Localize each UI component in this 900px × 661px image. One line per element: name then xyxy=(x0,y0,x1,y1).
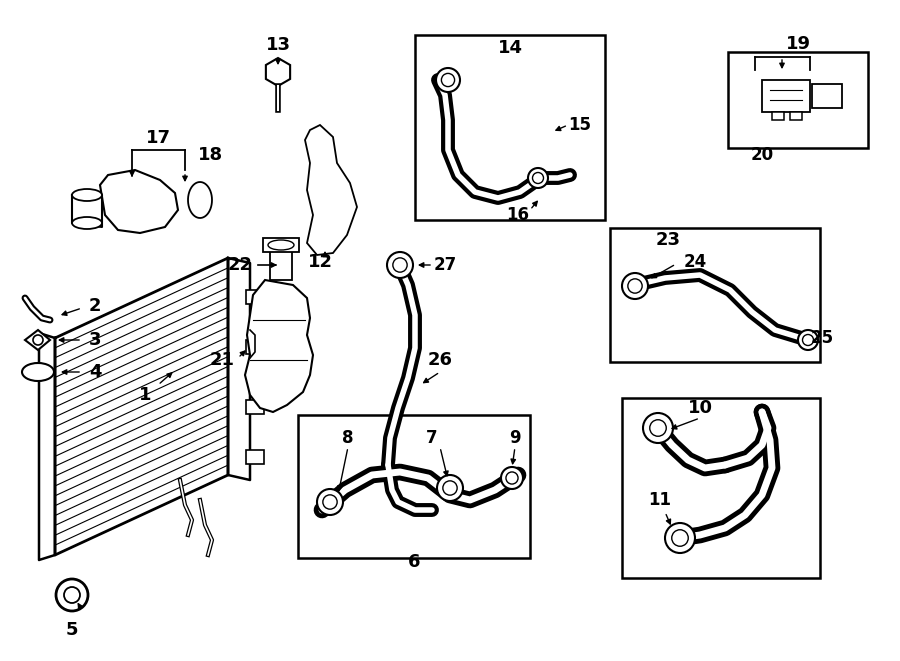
Circle shape xyxy=(622,273,648,299)
Bar xyxy=(246,340,264,354)
Circle shape xyxy=(671,529,688,546)
Circle shape xyxy=(441,73,454,87)
Circle shape xyxy=(628,279,643,293)
Circle shape xyxy=(64,587,80,603)
Text: 2: 2 xyxy=(89,297,101,315)
Bar xyxy=(790,112,802,120)
Polygon shape xyxy=(188,182,212,218)
Circle shape xyxy=(643,413,673,443)
Text: 16: 16 xyxy=(507,206,529,224)
Text: 10: 10 xyxy=(688,399,713,417)
Bar xyxy=(772,112,784,120)
Ellipse shape xyxy=(268,240,294,250)
Text: 9: 9 xyxy=(509,429,521,447)
Ellipse shape xyxy=(72,217,102,229)
Polygon shape xyxy=(100,170,178,233)
Circle shape xyxy=(501,467,523,489)
Circle shape xyxy=(56,579,88,611)
Circle shape xyxy=(392,258,407,272)
Ellipse shape xyxy=(22,363,54,381)
Polygon shape xyxy=(266,58,290,86)
Text: 4: 4 xyxy=(89,363,101,381)
Text: 6: 6 xyxy=(408,553,420,571)
Text: 12: 12 xyxy=(308,253,332,271)
Bar xyxy=(728,52,868,148)
Text: 21: 21 xyxy=(210,351,235,369)
Circle shape xyxy=(436,68,460,92)
Circle shape xyxy=(533,173,544,184)
Text: 23: 23 xyxy=(655,231,680,249)
Circle shape xyxy=(443,481,457,495)
Text: 24: 24 xyxy=(683,253,706,271)
Text: 11: 11 xyxy=(649,491,671,509)
Text: 22: 22 xyxy=(228,256,253,274)
Text: 5: 5 xyxy=(66,621,78,639)
Text: 26: 26 xyxy=(428,351,453,369)
Circle shape xyxy=(437,475,463,501)
Text: 20: 20 xyxy=(751,146,774,164)
Text: 27: 27 xyxy=(434,256,456,274)
Bar xyxy=(298,415,530,558)
Text: 7: 7 xyxy=(427,429,437,447)
Circle shape xyxy=(506,472,518,484)
Circle shape xyxy=(33,335,43,345)
Ellipse shape xyxy=(72,189,102,201)
Polygon shape xyxy=(39,333,55,560)
Circle shape xyxy=(798,330,818,350)
Bar xyxy=(246,400,264,414)
Polygon shape xyxy=(228,258,250,480)
Bar xyxy=(762,80,810,112)
Bar xyxy=(263,238,299,252)
Bar xyxy=(246,450,264,464)
Text: 1: 1 xyxy=(139,386,151,404)
Text: 19: 19 xyxy=(786,35,811,53)
Text: 15: 15 xyxy=(569,116,591,134)
Circle shape xyxy=(528,168,548,188)
Bar xyxy=(812,84,842,108)
Circle shape xyxy=(803,334,814,346)
Circle shape xyxy=(317,489,343,515)
Circle shape xyxy=(650,420,666,436)
Polygon shape xyxy=(72,195,102,227)
Text: 8: 8 xyxy=(342,429,354,447)
Text: 17: 17 xyxy=(146,129,170,147)
Circle shape xyxy=(665,523,695,553)
Text: 13: 13 xyxy=(266,36,291,54)
Bar xyxy=(622,398,820,578)
Polygon shape xyxy=(245,280,313,412)
Bar xyxy=(610,228,820,362)
Circle shape xyxy=(387,252,413,278)
Polygon shape xyxy=(305,125,357,255)
Text: 18: 18 xyxy=(197,146,222,164)
Bar xyxy=(246,290,264,304)
Text: 14: 14 xyxy=(498,39,523,57)
Bar xyxy=(415,35,605,220)
Bar xyxy=(270,250,292,280)
Text: 25: 25 xyxy=(810,329,833,347)
Text: 3: 3 xyxy=(89,331,101,349)
Polygon shape xyxy=(25,330,50,350)
Circle shape xyxy=(323,495,338,509)
